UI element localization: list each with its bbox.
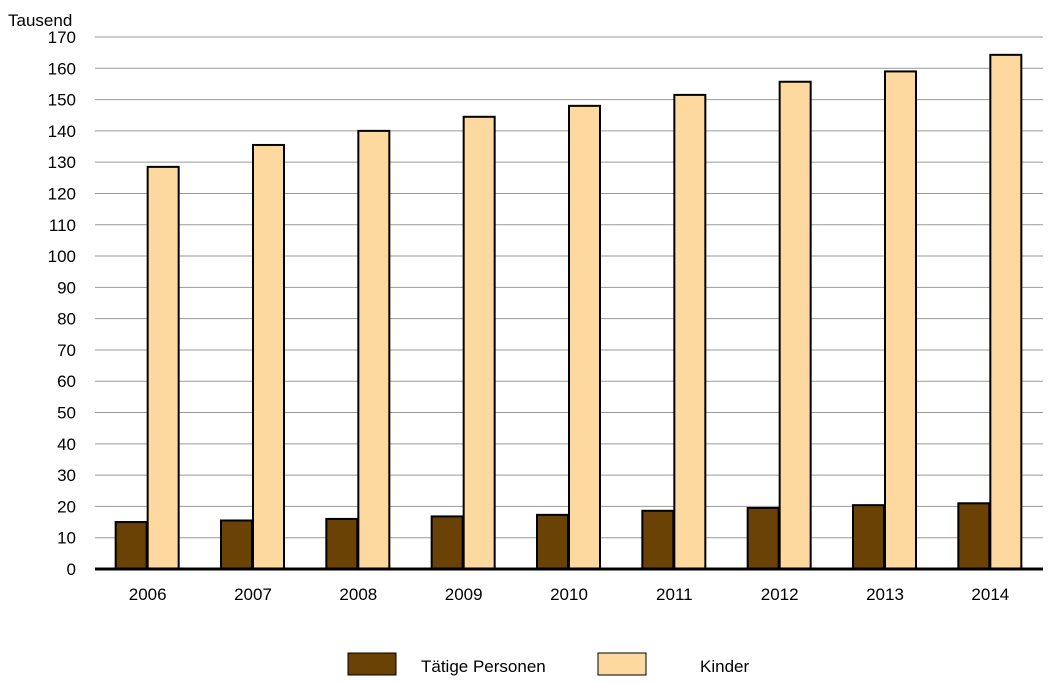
y-axis-unit-label: Tausend <box>8 11 72 30</box>
bar-taetige-personen <box>536 513 569 571</box>
x-tick-label: 2010 <box>550 585 588 604</box>
bar-taetige-personen <box>746 506 780 570</box>
bar-kinder <box>357 129 391 570</box>
y-tick-label: 0 <box>67 560 76 579</box>
x-tick-label: 2011 <box>656 585 693 604</box>
bar-kinder <box>252 143 285 571</box>
x-tick-label: 2012 <box>761 585 799 604</box>
x-tick-label: 2014 <box>971 585 1009 604</box>
bar-taetige-personen <box>325 517 359 570</box>
bar-taetige-personen <box>852 504 885 571</box>
bar-kinder <box>989 53 1023 570</box>
bar-taetige-personen <box>114 521 148 571</box>
legend-swatch <box>347 652 397 676</box>
x-tick-label: 2008 <box>339 585 377 604</box>
y-tick-label: 20 <box>57 497 76 516</box>
y-tick-label: 10 <box>57 529 76 548</box>
bar-kinder <box>568 104 601 571</box>
legend-swatch <box>597 652 647 676</box>
bar-kinder <box>778 80 812 571</box>
legend: Tätige Personen Kinder <box>347 652 749 676</box>
y-tick-label: 60 <box>57 372 76 391</box>
x-tick-label: 2013 <box>866 585 904 604</box>
y-tick-label: 170 <box>48 28 76 47</box>
bar-taetige-personen <box>641 509 675 570</box>
bar-kinder <box>146 165 180 571</box>
y-tick-label: 120 <box>48 184 76 203</box>
y-tick-label: 130 <box>48 153 76 172</box>
bar-kinder <box>884 70 917 571</box>
x-tick-label: 2007 <box>234 585 272 604</box>
y-tick-label: 140 <box>48 122 76 141</box>
bar-taetige-personen <box>220 519 253 571</box>
y-tick-label: 100 <box>48 247 76 266</box>
bar-kinder <box>462 115 496 571</box>
legend-label: Tätige Personen <box>421 657 546 676</box>
y-tick-label: 160 <box>48 59 76 78</box>
y-tick-label: 150 <box>48 91 76 110</box>
y-tick-label: 30 <box>57 466 76 485</box>
bar-taetige-personen <box>957 502 991 570</box>
y-tick-label: 40 <box>57 435 76 454</box>
x-tick-label: 2006 <box>129 585 167 604</box>
bar-taetige-personen <box>430 515 464 571</box>
y-tick-label: 80 <box>57 310 76 329</box>
bar-kinder <box>673 93 707 571</box>
x-tick-label: 2009 <box>445 585 483 604</box>
y-tick-label: 70 <box>57 341 76 360</box>
y-tick-label: 50 <box>57 404 76 423</box>
y-tick-label: 90 <box>57 278 76 297</box>
bars <box>114 53 1023 571</box>
legend-label: Kinder <box>700 657 749 676</box>
x-axis-ticks: 2006 2007 2008 2009 2010 2011 2012 2013 2014 <box>129 585 1009 604</box>
y-axis-ticks: 0 10 20 30 40 50 60 70 80 90 100 110 120 130 140 150 160… <box>48 28 76 579</box>
y-tick-label: 110 <box>49 216 76 235</box>
